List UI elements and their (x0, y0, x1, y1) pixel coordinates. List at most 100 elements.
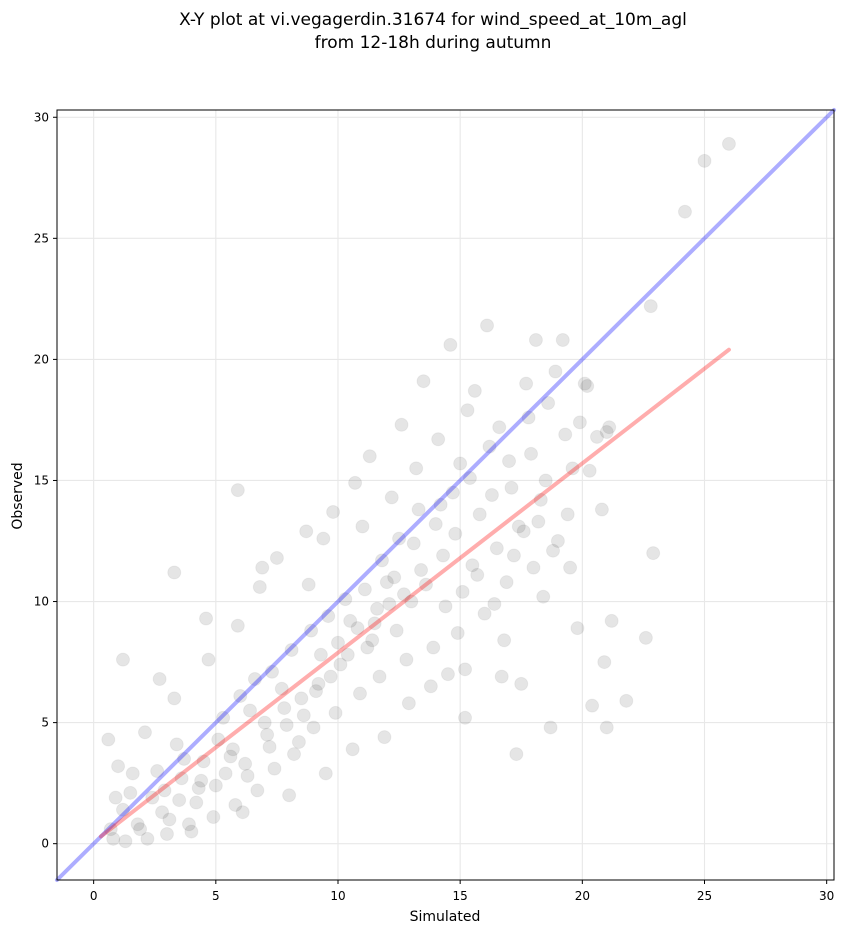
scatter-point (445, 485, 460, 500)
scatter-point (448, 526, 463, 541)
scatter-point (360, 640, 375, 655)
scatter-point (196, 754, 211, 769)
scatter-point (218, 766, 233, 781)
scatter-point (304, 623, 319, 638)
scatter-point (167, 691, 182, 706)
scatter-point (277, 701, 292, 716)
scatter-point (374, 553, 389, 568)
scatter-point (411, 502, 426, 517)
scatter-point (509, 747, 524, 762)
scatter-point (462, 471, 477, 486)
fit-line (98, 347, 731, 839)
scatter-point (570, 621, 585, 636)
scatter-point (438, 599, 453, 614)
scatter-point (677, 204, 692, 219)
scatter-point (643, 299, 658, 314)
scatter-point (108, 790, 123, 805)
scatter-point (172, 793, 187, 808)
scatter-point (602, 420, 617, 435)
scatter-point (453, 456, 468, 471)
scatter-point (282, 788, 297, 803)
scatter-point (125, 766, 140, 781)
scatter-point (428, 517, 443, 532)
scatter-point (345, 742, 360, 757)
scatter-point (502, 454, 517, 469)
scatter-point (440, 667, 455, 682)
scatter-point (262, 739, 277, 754)
scatter-point (311, 676, 326, 691)
scatter-point (521, 410, 536, 425)
scatter-point (123, 785, 138, 800)
scatter-point (480, 318, 495, 333)
scatter-point (211, 732, 226, 747)
axes-layer (56, 109, 835, 881)
chart-title: X-Y plot at vi.vegagerdin.31674 for wind… (179, 10, 687, 53)
scatter-point (177, 751, 192, 766)
scatter-point (111, 759, 126, 774)
scatter-point (565, 461, 580, 476)
chart-title-line-1: X-Y plot at vi.vegagerdin.31674 for wind… (179, 10, 687, 30)
scatter-point (265, 664, 280, 679)
scatter-point (396, 587, 411, 602)
scatter-point (323, 669, 338, 684)
scatter-point (499, 575, 514, 590)
scatter-point (511, 519, 526, 534)
scatter-point (313, 647, 328, 662)
scatter-point (409, 461, 424, 476)
scatter-point (433, 497, 448, 512)
scatter-point (269, 550, 284, 565)
scatter-point (284, 642, 299, 657)
scatter-point (589, 429, 604, 444)
scatter-point (348, 475, 363, 490)
scatter-point (387, 570, 402, 585)
y-tick-label-20: 20 (34, 352, 49, 366)
scatter-point (201, 652, 216, 667)
scatter-point (443, 337, 458, 352)
scatter-point (326, 504, 341, 519)
scatter-point (267, 761, 282, 776)
scatter-point (355, 519, 370, 534)
scatter-point (538, 473, 553, 488)
scatter-point (597, 655, 612, 670)
y-tick-label-25: 25 (34, 231, 49, 245)
scatter-point (504, 480, 519, 495)
scatter-point (470, 567, 485, 582)
scatter-point (162, 812, 177, 827)
scatter-point (299, 524, 314, 539)
y-tick-label-15: 15 (34, 473, 49, 487)
scatter-point (184, 824, 199, 839)
grid-layer (57, 110, 834, 880)
scatter-point (101, 732, 116, 747)
scatter-point (321, 609, 336, 624)
scatter-point (343, 613, 358, 628)
scatter-point (392, 531, 407, 546)
scatter-point (257, 715, 272, 730)
scatter-point (208, 778, 223, 793)
x-tick-label-20: 20 (575, 889, 590, 903)
scatter-point (106, 831, 121, 846)
scatter-point (536, 589, 551, 604)
scatter-point (458, 662, 473, 677)
scatter-point (519, 376, 534, 391)
scatter-point (235, 805, 250, 820)
scatter-point (404, 594, 419, 609)
scatter-point (240, 768, 255, 783)
x-tick-label-10: 10 (330, 889, 345, 903)
scatter-point (199, 611, 214, 626)
scatter-point (115, 802, 130, 817)
scatter-point (492, 420, 507, 435)
scatter-point (599, 720, 614, 735)
scatter-point (247, 672, 262, 687)
scatter-point (377, 730, 392, 745)
x-tick-label-5: 5 (212, 889, 220, 903)
scatter-point (401, 696, 416, 711)
scatter-point (243, 703, 258, 718)
scatter-point (489, 541, 504, 556)
scatter-point (191, 780, 206, 795)
x-tick-label-30: 30 (819, 889, 834, 903)
scatter-point (230, 483, 245, 498)
scatter-point (306, 720, 321, 735)
scatter-point (233, 688, 248, 703)
scatter-point (721, 136, 736, 151)
